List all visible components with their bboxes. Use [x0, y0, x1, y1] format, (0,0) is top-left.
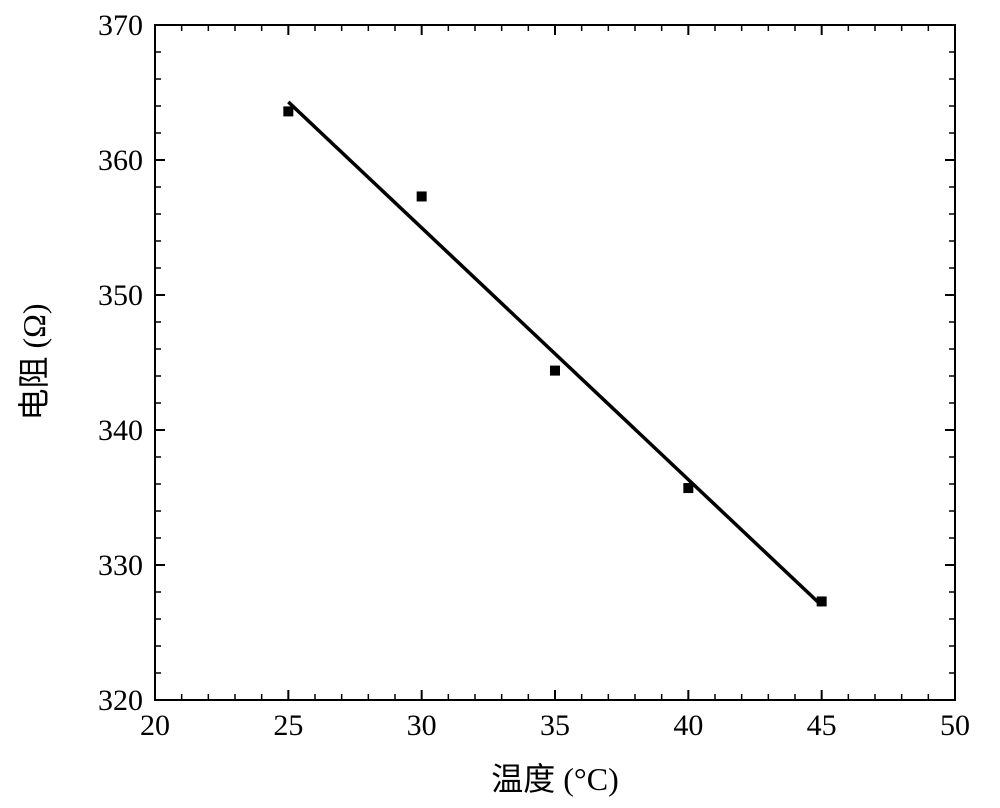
- data-point: [683, 483, 693, 493]
- chart-svg: 20 25 30 35 40 45 50 320 330 340 350 360 370 温度 (°C…: [0, 0, 1000, 808]
- x-tick-label: 35: [540, 709, 570, 742]
- data-point: [417, 191, 427, 201]
- y-tick-label: 340: [98, 414, 143, 447]
- fit-line: [288, 102, 821, 606]
- chart-container: 20 25 30 35 40 45 50 320 330 340 350 360 370 温度 (°C…: [0, 0, 1000, 808]
- y-tick-label: 360: [98, 144, 143, 177]
- data-point: [817, 596, 827, 606]
- x-tick-label: 25: [273, 709, 303, 742]
- x-tick-label: 20: [140, 709, 170, 742]
- y-axis-minor-ticks: [155, 52, 955, 673]
- data-point: [550, 366, 560, 376]
- data-point: [283, 106, 293, 116]
- y-axis-label: 电阻 (Ω): [16, 303, 52, 420]
- y-tick-label: 350: [98, 279, 143, 312]
- y-tick-label: 330: [98, 549, 143, 582]
- x-tick-label: 45: [807, 709, 837, 742]
- y-axis-ticks: 320 330 340 350 360 370: [98, 9, 955, 717]
- x-tick-label: 50: [940, 709, 970, 742]
- x-tick-label: 30: [407, 709, 437, 742]
- x-tick-label: 40: [673, 709, 703, 742]
- y-tick-label: 370: [98, 9, 143, 42]
- x-axis-label: 温度 (°C): [491, 761, 618, 797]
- x-axis-ticks: 20 25 30 35 40 45 50: [140, 25, 970, 742]
- y-tick-label: 320: [98, 684, 143, 717]
- plot-border: [155, 25, 955, 700]
